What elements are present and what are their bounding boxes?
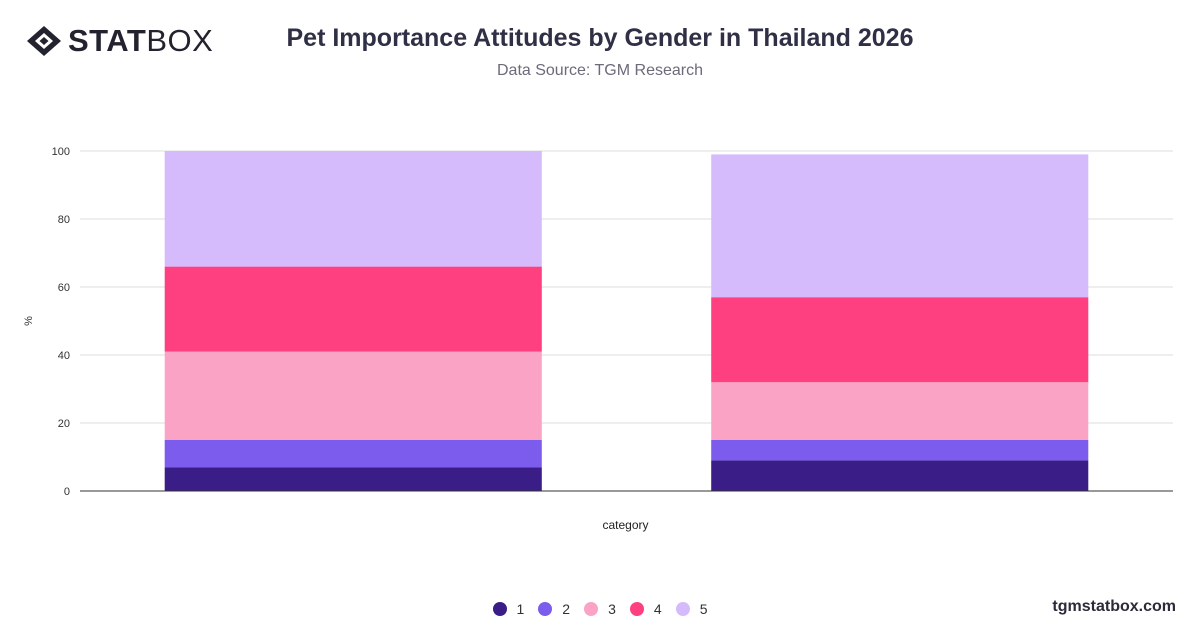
y-axis-label: % [23,316,35,326]
legend-swatch [629,602,644,616]
statbox-logo: STATBOX [26,24,213,58]
legend-swatch [584,602,599,616]
bar-segment [164,440,542,468]
chart-subtitle: Data Source: TGM Research [496,62,703,79]
legend-swatch [492,602,507,616]
legend-label: 4 [653,601,662,617]
bar-segment [164,266,542,352]
logo-wordmark-light: BOX [146,23,214,58]
legend-item[interactable]: 1 [492,601,525,617]
chart-title: Pet Importance Attitudes by Gender in Th… [286,24,914,52]
bar-segment [164,467,542,491]
legend-item[interactable]: 4 [629,601,662,617]
logo-wordmark-bold: STAT [68,23,147,58]
x-axis-label: category [602,518,648,532]
legend-item[interactable]: 3 [584,601,616,617]
bar-segment [164,151,542,267]
legend-label: 5 [699,601,708,617]
bar-segment [711,440,1089,461]
legend-label: 1 [516,601,525,617]
bar-segment [164,351,542,440]
chart-legend: 1 2 3 4 5 [0,601,1200,617]
legend-item[interactable]: 2 [538,601,570,617]
legend-item[interactable]: 5 [675,601,708,617]
bar-segment [711,382,1089,440]
diamond-logo-icon [27,26,61,56]
legend-label: 2 [562,601,571,617]
legend-swatch [675,602,690,616]
footer-url: tgmstatbox.com [1052,598,1176,615]
y-tick-label: 40 [58,350,70,362]
y-tick-label: 60 [58,282,70,294]
y-tick-label: 20 [58,418,70,430]
logo-wordmark: STATBOX [68,24,213,58]
legend-swatch [538,602,553,616]
bar-segment [711,154,1089,298]
bar-segment [711,460,1089,491]
legend-label: 3 [608,601,616,617]
y-tick-label: 80 [58,214,70,226]
bar-segment [711,297,1089,383]
y-tick-label: 0 [64,486,70,498]
y-tick-label: 100 [52,146,70,158]
